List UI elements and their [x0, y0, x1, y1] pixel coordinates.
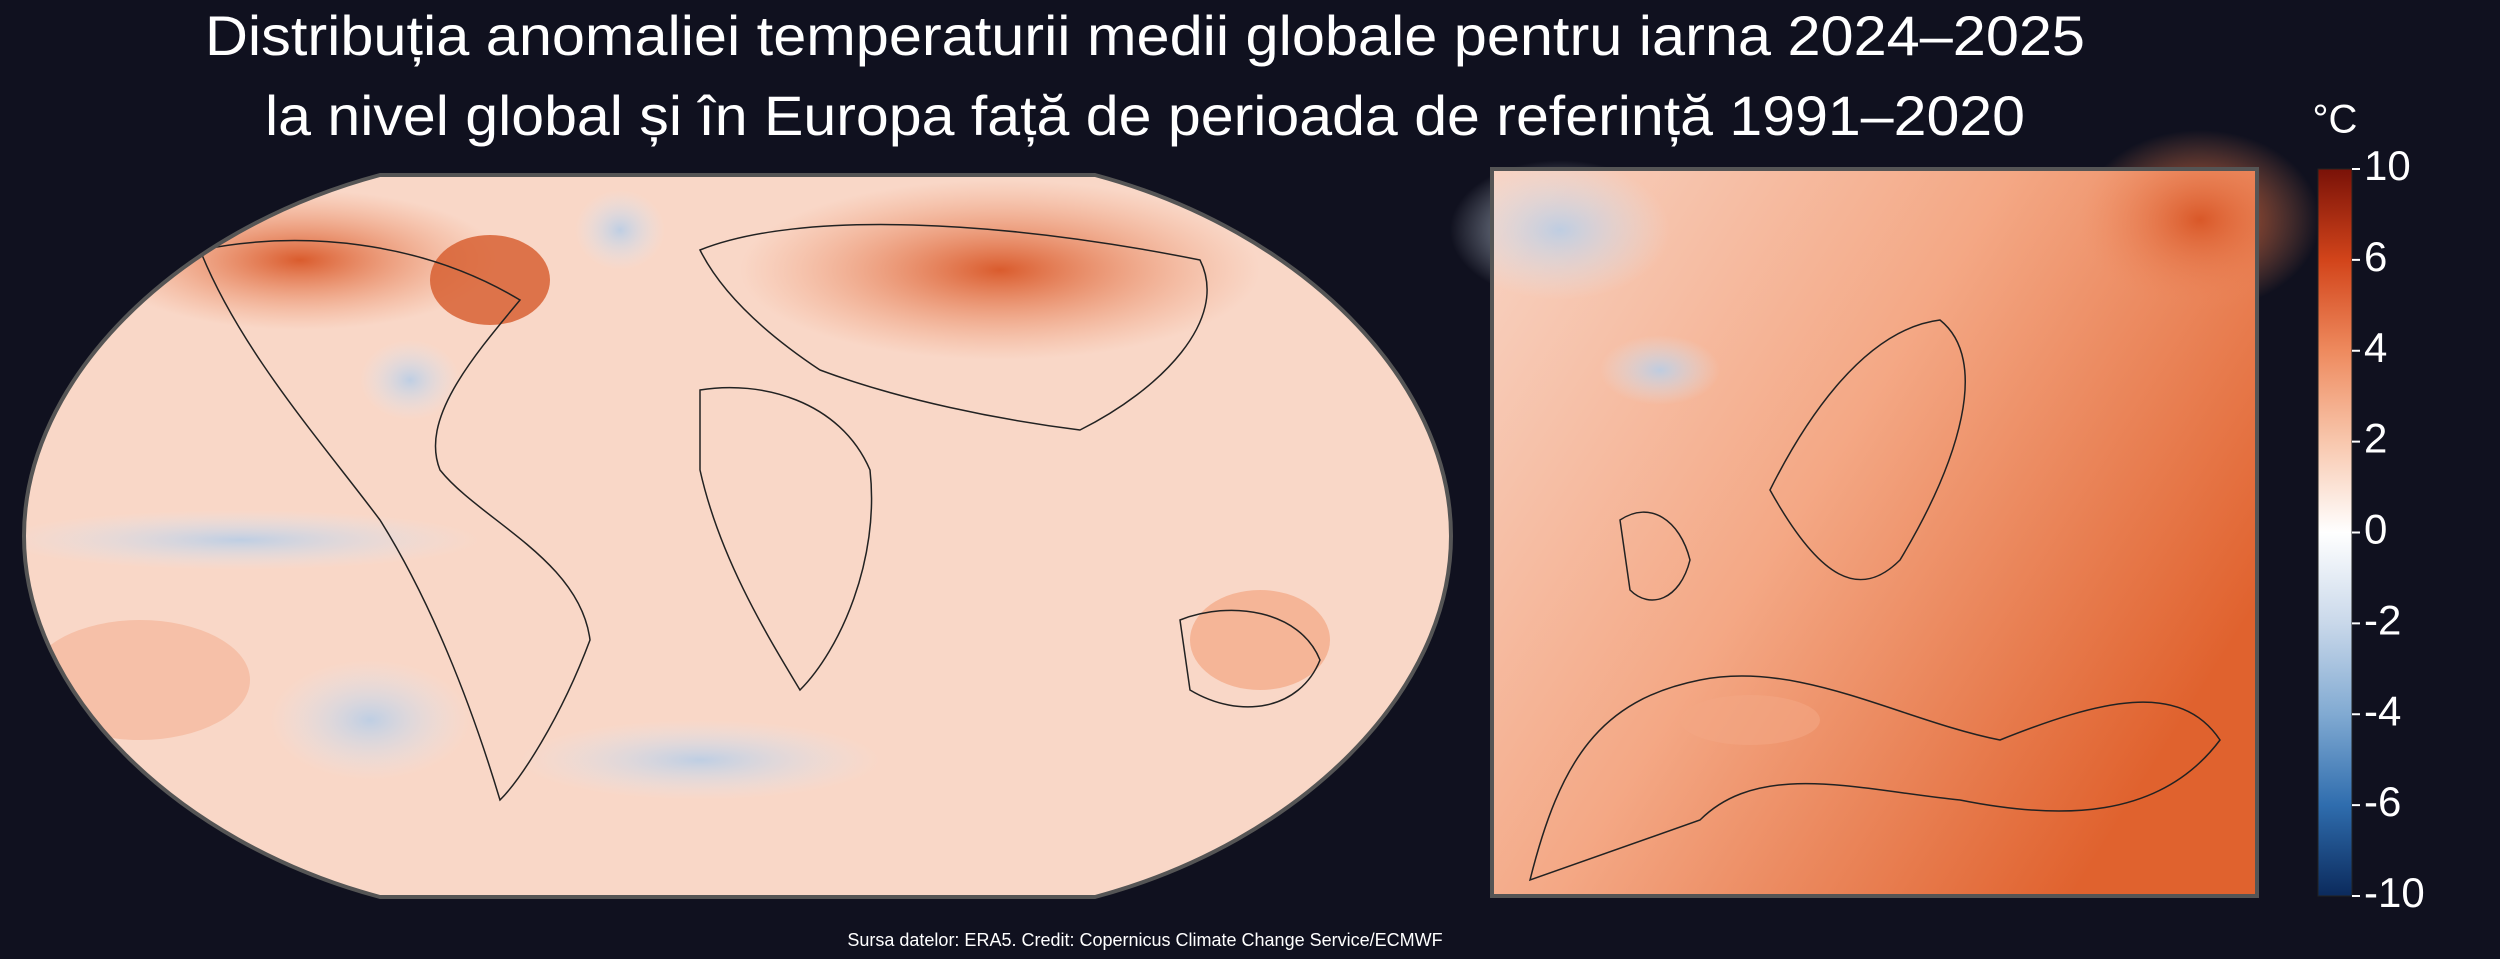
colorbar-tick-label: 0 [2364, 506, 2387, 553]
map-frame [21, 173, 1454, 899]
colorbar-tick-label: 10 [2364, 142, 2411, 189]
colorbar-tick-label: 4 [2364, 324, 2387, 371]
colorbar-tick-label: -10 [2364, 869, 2425, 916]
europe-map [1450, 130, 2320, 898]
title-line: Distribuția anomaliei temperaturii medii… [205, 4, 2085, 67]
colorbar-unit: °C [2313, 98, 2358, 142]
colorbar-tick-label: 2 [2364, 415, 2387, 462]
colorbar-tick-label: 6 [2364, 233, 2387, 280]
title-line: la nivel global și în Europa față de per… [265, 84, 2025, 147]
colorbar-ticks: 10 6 4 2 0 -2 -4 -6 -10 [2352, 142, 2425, 916]
colorbar-tick-label: -4 [2364, 687, 2401, 734]
colorbar [2317, 168, 2353, 897]
world-map [24, 175, 1451, 897]
colorbar-tick-label: -6 [2364, 778, 2401, 825]
colorbar-tick-label: -2 [2364, 596, 2401, 643]
source-note: Sursa datelor: ERA5. Credit: Copernicus … [847, 930, 1442, 950]
